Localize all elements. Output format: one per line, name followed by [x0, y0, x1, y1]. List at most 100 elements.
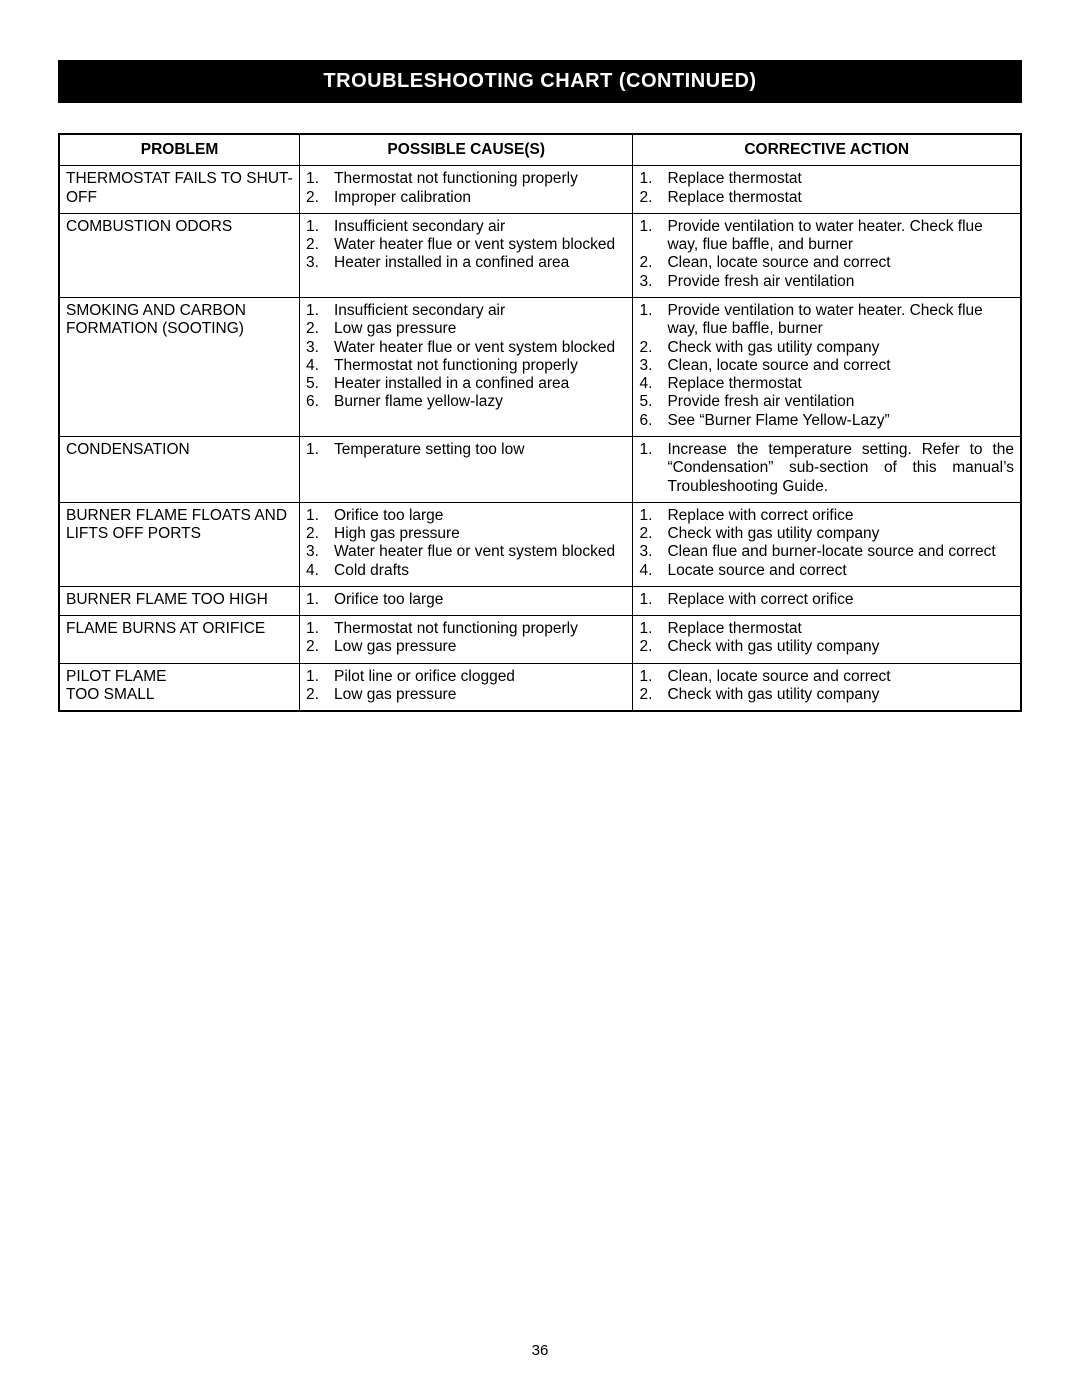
- list-item: 1.Replace thermostat: [639, 620, 1014, 638]
- list-number: 2.: [639, 254, 667, 272]
- action-text: Check with gas utility company: [667, 339, 1014, 357]
- list-number: 3.: [306, 254, 334, 272]
- cause-text: Orifice too large: [334, 507, 626, 525]
- list-number: 6.: [639, 412, 667, 430]
- cause-text: Cold drafts: [334, 562, 626, 580]
- list-item: 1.Orifice too large: [306, 507, 626, 525]
- list-item: 2.Water heater flue or vent system block…: [306, 236, 626, 254]
- problem-cell: COMBUSTION ODORS: [59, 213, 300, 297]
- action-text: Clean flue and burner-locate source and …: [667, 543, 1014, 561]
- list-number: 4.: [306, 357, 334, 375]
- cause-text: Thermostat not functioning properly: [334, 170, 626, 188]
- list-item: 3.Provide fresh air ventilation: [639, 273, 1014, 291]
- causes-cell: 1.Orifice too large: [300, 586, 633, 615]
- action-text: Check with gas utility company: [667, 638, 1014, 656]
- causes-cell: 1.Thermostat not functioning properly2.I…: [300, 166, 633, 214]
- problem-text: THERMOSTAT FAILS TO SHUT-OFF: [66, 170, 293, 205]
- list-number: 1.: [639, 591, 667, 609]
- list-item: 2.Check with gas utility company: [639, 339, 1014, 357]
- list-number: 2.: [306, 686, 334, 704]
- cause-text: Temperature setting too low: [334, 441, 626, 459]
- list-number: 1.: [306, 668, 334, 686]
- list-number: 1.: [306, 507, 334, 525]
- cause-text: Insufficient secondary air: [334, 302, 626, 320]
- cause-text: High gas pressure: [334, 525, 626, 543]
- cause-text: Heater installed in a confined area: [334, 375, 626, 393]
- list-item: 3.Water heater flue or vent system block…: [306, 543, 626, 561]
- action-text: See “Burner Flame Yellow-Lazy”: [667, 412, 1014, 430]
- list-item: 5.Heater installed in a confined area: [306, 375, 626, 393]
- troubleshooting-table: PROBLEM POSSIBLE CAUSE(S) CORRECTIVE ACT…: [58, 133, 1022, 712]
- list-item: 4.Locate source and correct: [639, 562, 1014, 580]
- list-number: 2.: [639, 686, 667, 704]
- list-item: 6.See “Burner Flame Yellow-Lazy”: [639, 412, 1014, 430]
- section-title-bar: TROUBLESHOOTING CHART (CONTINUED): [58, 60, 1022, 103]
- actions-cell: 1.Replace with correct orifice2.Check wi…: [633, 502, 1021, 586]
- actions-cell: 1.Provide ventilation to water heater. C…: [633, 297, 1021, 436]
- action-text: Replace thermostat: [667, 189, 1014, 207]
- list-item: 1.Increase the temperature setting. Refe…: [639, 441, 1014, 496]
- list-item: 1.Replace with correct orifice: [639, 591, 1014, 609]
- list-number: 3.: [306, 543, 334, 561]
- list-item: 2.Improper calibration: [306, 189, 626, 207]
- list-number: 2.: [639, 339, 667, 357]
- list-item: 2.Check with gas utility company: [639, 638, 1014, 656]
- list-number: 1.: [306, 302, 334, 320]
- list-number: 3.: [306, 339, 334, 357]
- problem-cell: THERMOSTAT FAILS TO SHUT-OFF: [59, 166, 300, 214]
- list-item: 2.Check with gas utility company: [639, 525, 1014, 543]
- cause-text: Orifice too large: [334, 591, 626, 609]
- list-number: 2.: [306, 638, 334, 656]
- table-row: PILOT FLAMETOO SMALL1.Pilot line or orif…: [59, 663, 1021, 711]
- table-row: COMBUSTION ODORS1.Insufficient secondary…: [59, 213, 1021, 297]
- list-item: 3.Heater installed in a confined area: [306, 254, 626, 272]
- action-text: Replace thermostat: [667, 170, 1014, 188]
- list-item: 1.Orifice too large: [306, 591, 626, 609]
- actions-cell: 1.Replace thermostat2.Check with gas uti…: [633, 616, 1021, 664]
- list-item: 2.High gas pressure: [306, 525, 626, 543]
- problem-text: CONDENSATION: [66, 441, 190, 458]
- list-number: 1.: [639, 620, 667, 638]
- causes-cell: 1.Temperature setting too low: [300, 436, 633, 502]
- table-row: CONDENSATION 1.Temperature setting too lo…: [59, 436, 1021, 502]
- cause-text: Pilot line or orifice clogged: [334, 668, 626, 686]
- action-text: Replace with correct orifice: [667, 591, 1014, 609]
- cause-text: Water heater flue or vent system blocked: [334, 543, 626, 561]
- actions-cell: 1.Increase the temperature setting. Refe…: [633, 436, 1021, 502]
- cause-text: Thermostat not functioning properly: [334, 357, 626, 375]
- page-number: 36: [0, 1342, 1080, 1359]
- list-item: 4.Thermostat not functioning properly: [306, 357, 626, 375]
- problem-cell: BURNER FLAME TOO HIGH: [59, 586, 300, 615]
- list-item: 1.Replace thermostat: [639, 170, 1014, 188]
- cause-text: Water heater flue or vent system blocked: [334, 339, 626, 357]
- list-number: 1.: [306, 620, 334, 638]
- list-number: 5.: [306, 375, 334, 393]
- list-item: 2.Replace thermostat: [639, 189, 1014, 207]
- cause-text: Water heater flue or vent system blocked: [334, 236, 626, 254]
- cause-text: Low gas pressure: [334, 638, 626, 656]
- table-body: THERMOSTAT FAILS TO SHUT-OFF1.Thermostat…: [59, 166, 1021, 712]
- list-number: 1.: [306, 218, 334, 236]
- list-number: 1.: [639, 170, 667, 188]
- list-item: 2.Low gas pressure: [306, 686, 626, 704]
- section-title-text: TROUBLESHOOTING CHART (CONTINUED): [323, 70, 756, 92]
- list-number: 1.: [306, 441, 334, 459]
- cause-text: Burner flame yellow-lazy: [334, 393, 626, 411]
- list-item: 1.Pilot line or orifice clogged: [306, 668, 626, 686]
- list-number: 1.: [639, 218, 667, 236]
- problem-text: PILOT FLAME: [66, 668, 167, 685]
- causes-cell: 1.Orifice too large2.High gas pressure3.…: [300, 502, 633, 586]
- action-text: Clean, locate source and correct: [667, 254, 1014, 272]
- cause-text: Improper calibration: [334, 189, 626, 207]
- list-number: 2.: [639, 638, 667, 656]
- list-number: 2.: [306, 236, 334, 254]
- list-number: 4.: [639, 562, 667, 580]
- actions-cell: 1.Provide ventilation to water heater. C…: [633, 213, 1021, 297]
- list-item: 3.Clean, locate source and correct: [639, 357, 1014, 375]
- list-item: 2.Low gas pressure: [306, 638, 626, 656]
- col-header-problem: PROBLEM: [59, 134, 300, 166]
- list-number: 6.: [306, 393, 334, 411]
- list-item: 1.Replace with correct orifice: [639, 507, 1014, 525]
- problem-cell: SMOKING AND CARBON FORMATION (SOOTING): [59, 297, 300, 436]
- list-item: 1.Insufficient secondary air: [306, 302, 626, 320]
